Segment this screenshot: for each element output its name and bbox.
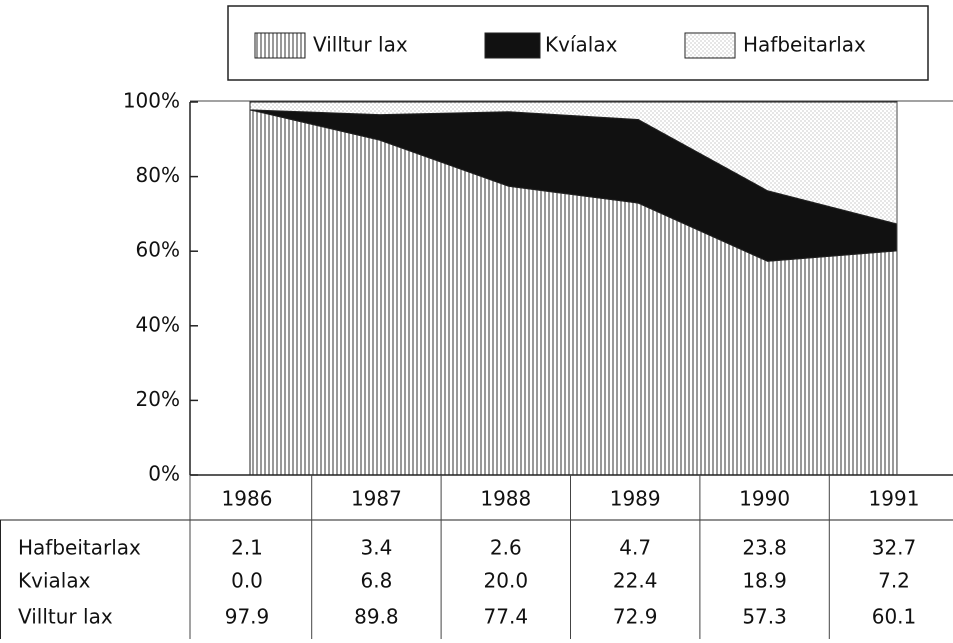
x-tick-label: 1987 xyxy=(351,487,402,511)
legend-label: Hafbeitarlax xyxy=(743,33,866,57)
table-cell: 18.9 xyxy=(742,569,787,593)
y-tick-label: 100% xyxy=(123,89,180,113)
x-tick-label: 1990 xyxy=(739,487,790,511)
y-tick-label: 40% xyxy=(136,312,180,336)
table-row-label: Villtur lax xyxy=(18,605,113,629)
table-cell: 2.1 xyxy=(231,536,263,560)
y-tick-label: 0% xyxy=(148,462,180,486)
table-row-label: Hafbeitarlax xyxy=(18,536,141,560)
table-cell: 72.9 xyxy=(613,605,658,629)
table-cell: 22.4 xyxy=(613,569,658,593)
table-cell: 6.8 xyxy=(360,569,392,593)
x-tick-label: 1988 xyxy=(480,487,531,511)
legend-label: Kvíalax xyxy=(545,33,618,57)
legend-swatch xyxy=(254,32,306,59)
table-cell: 0.0 xyxy=(231,569,263,593)
table-cell: 23.8 xyxy=(742,536,787,560)
legend-label: Villtur lax xyxy=(313,33,408,57)
table-cell: 7.2 xyxy=(878,569,910,593)
table-cell: 77.4 xyxy=(484,605,529,629)
table-cell: 60.1 xyxy=(872,605,917,629)
x-tick-label: 1991 xyxy=(869,487,920,511)
y-tick-label: 20% xyxy=(136,387,180,411)
table-cell: 32.7 xyxy=(872,536,917,560)
legend-swatch xyxy=(684,32,736,59)
table-cell: 2.6 xyxy=(490,536,522,560)
table-cell: 20.0 xyxy=(484,569,529,593)
y-tick-label: 80% xyxy=(136,163,180,187)
legend-swatch xyxy=(484,32,541,59)
x-tick-label: 1989 xyxy=(610,487,661,511)
y-tick-label: 60% xyxy=(136,238,180,262)
table-cell: 97.9 xyxy=(225,605,270,629)
table-cell: 3.4 xyxy=(360,536,392,560)
x-tick-label: 1986 xyxy=(222,487,273,511)
table-cell: 89.8 xyxy=(354,605,399,629)
table-cell: 4.7 xyxy=(619,536,651,560)
legend-box xyxy=(227,5,929,81)
table-row-label: Kvialax xyxy=(18,569,91,593)
table-cell: 57.3 xyxy=(742,605,787,629)
